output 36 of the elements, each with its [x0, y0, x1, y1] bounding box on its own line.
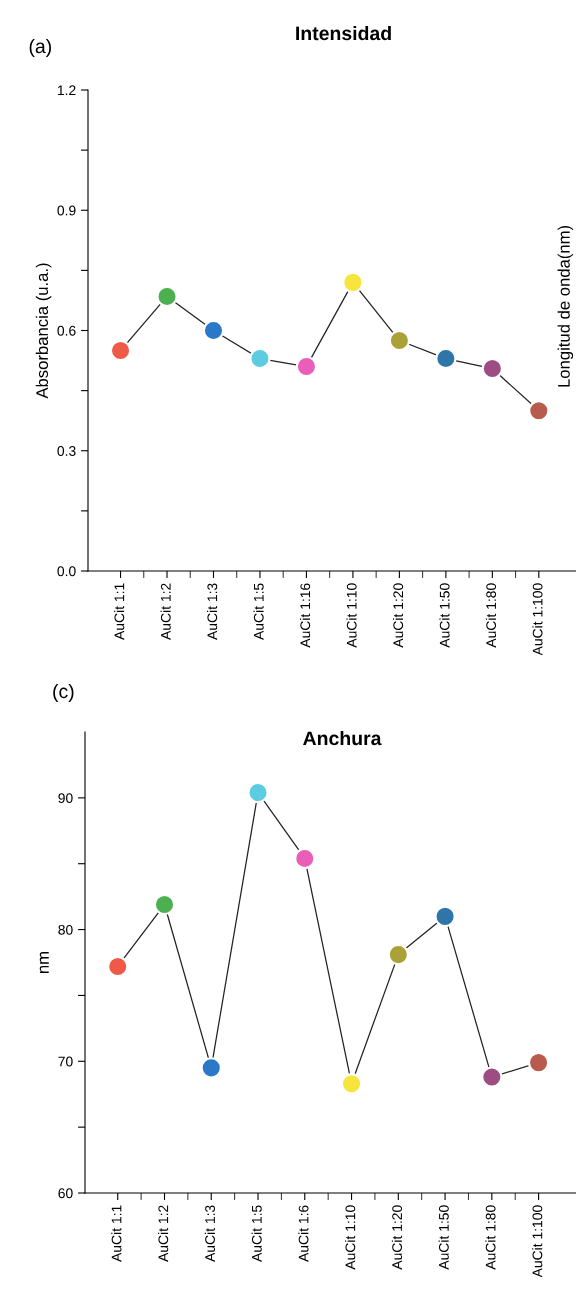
x-tick-label: AuCit 1:1: [114, 583, 125, 640]
y-tick-label: 0.0: [57, 566, 76, 577]
x-tick-label: AuCit 1:2: [160, 583, 171, 640]
x-tick-label: AuCit 1:6: [298, 1205, 309, 1262]
chart-title: Intensidad: [296, 25, 391, 41]
x-tick-label: AuCit 1:5: [251, 1205, 262, 1262]
x-tick-label: AuCit 1:100: [532, 583, 543, 656]
text: (c): [53, 683, 74, 703]
y-axis-title: Absorbancia (u.a.): [35, 263, 52, 399]
y-tick-label: 60: [58, 1188, 73, 1199]
x-tick-label: AuCit 1:50: [438, 1205, 449, 1270]
x-tick-label: AuCit 1:10: [345, 1205, 356, 1270]
y-tick-label: 70: [58, 1056, 73, 1067]
x-tick-label: AuCit 1:100: [532, 1205, 543, 1278]
x-tick-label: AuCit 1:20: [392, 583, 404, 648]
x-tick-label: AuCit 1:3: [204, 1205, 215, 1262]
y-tick-label: 0.3: [57, 446, 76, 456]
x-tick-label: AuCit 1:20: [391, 1205, 403, 1270]
x-tick-label: AuCit 1:80: [485, 1205, 496, 1270]
x-tick-label: AuCit 1:2: [158, 1205, 169, 1262]
y-tick-label: 0.6: [57, 325, 76, 336]
x-tick-label: AuCit 1:1: [111, 1205, 122, 1262]
x-tick-label: AuCit 1:16: [299, 583, 311, 648]
x-tick-label: AuCit 1:3: [207, 583, 218, 640]
y-axis-title: nm: [39, 952, 49, 973]
text: (a): [29, 38, 51, 58]
y-tick-label: 80: [58, 924, 73, 935]
y-tick-label: 90: [58, 793, 73, 804]
x-tick-label: AuCit 1:10: [346, 583, 357, 648]
y-tick-label: 1.2: [57, 85, 76, 96]
x-tick-label: AuCit 1:5: [253, 583, 264, 640]
x-tick-label: AuCit 1:50: [439, 583, 450, 648]
chart-title: Anchura: [303, 730, 382, 746]
y-tick-label: 0.9: [57, 205, 76, 216]
x-tick-label: AuCit 1:80: [485, 583, 497, 648]
annotation: Longitud de onda(nm): [557, 225, 574, 387]
